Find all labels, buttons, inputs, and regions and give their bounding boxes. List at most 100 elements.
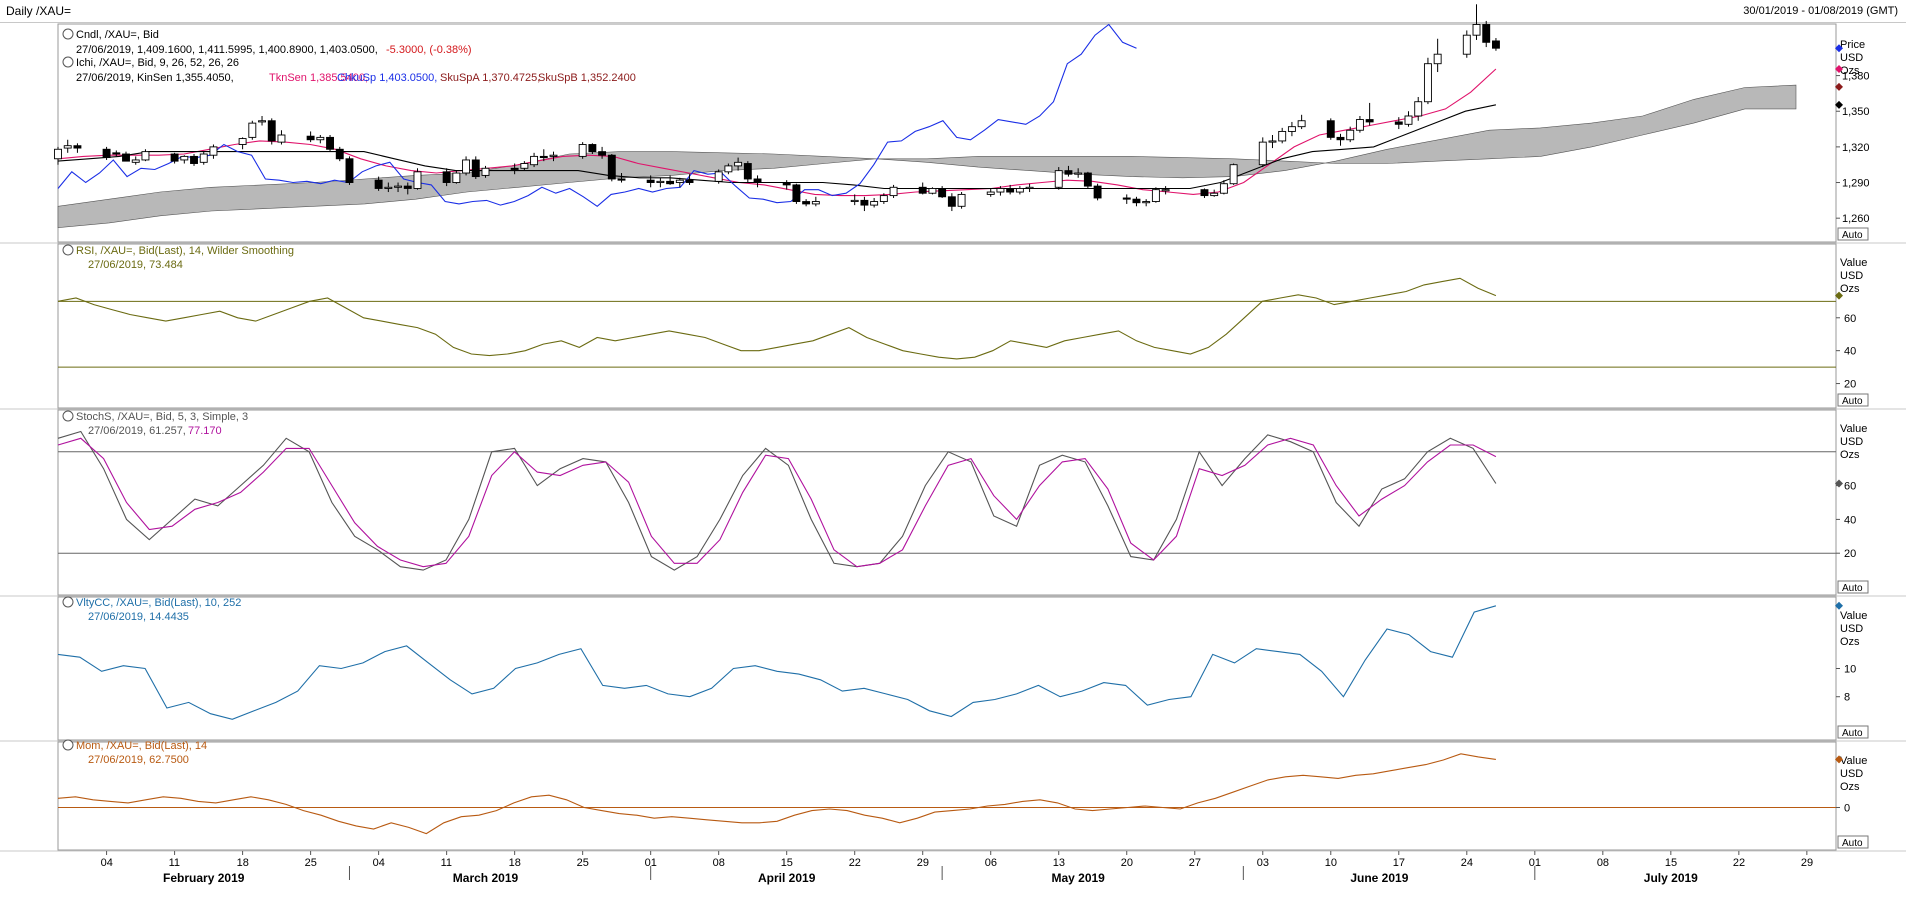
day-tick-label: 04: [373, 857, 385, 869]
title-bar: Daily /XAU= 30/01/2019 - 01/08/2019 (GMT…: [0, 0, 1906, 23]
auto-scale-label: Auto: [1842, 838, 1863, 849]
day-tick-label: 29: [1801, 857, 1813, 869]
candle-body: [889, 186, 898, 197]
value-tick-label: 0: [1844, 803, 1850, 815]
candle-body: [1200, 189, 1209, 197]
panel-frames: [0, 23, 1906, 852]
legend-cndl-title: Cndl, /XAU=, Bid: [76, 29, 159, 41]
value-axis-header: Value: [1840, 257, 1867, 269]
candle-body: [384, 186, 393, 189]
candle-body: [957, 193, 966, 207]
candle-body: [1074, 172, 1083, 175]
panel-frame: [57, 741, 1837, 851]
candle-body: [724, 165, 733, 173]
legend-toggle-icon[interactable]: [62, 739, 74, 751]
candle-body: [928, 188, 937, 194]
value-axis-header: Value: [1840, 755, 1867, 767]
day-tick-label: 08: [713, 857, 725, 869]
auto-scale-button: [1837, 835, 1869, 849]
day-tick-label: 25: [577, 857, 589, 869]
auto-scale-label: Auto: [1842, 396, 1863, 407]
mom-line: [57, 753, 1496, 835]
price-tick-label: 1,380: [1842, 71, 1870, 83]
candle-body: [1015, 188, 1024, 193]
candle-body: [1229, 164, 1238, 185]
candle-body: [1394, 121, 1403, 125]
price-tick-label: 1,350: [1842, 106, 1870, 118]
day-tick-label: 17: [1393, 857, 1405, 869]
auto-scale-label: Auto: [1842, 583, 1863, 594]
candle-body: [743, 163, 752, 180]
tenkan-marker: [1835, 65, 1843, 74]
candle-body: [802, 201, 811, 205]
day-tick-label: 18: [237, 857, 249, 869]
candle-body: [403, 185, 412, 189]
candlesticks: [54, 4, 1500, 212]
candle-body: [63, 145, 72, 149]
candle-body: [734, 161, 743, 167]
candle-body: [1404, 115, 1413, 125]
candle-body: [1355, 119, 1364, 131]
stoch-legend-d: 77.170: [188, 425, 222, 437]
legend-toggle-icon[interactable]: [62, 244, 74, 256]
day-tick-label: 27: [1189, 857, 1201, 869]
candle-body: [199, 153, 208, 163]
price-axis-header: Ozs: [1840, 65, 1860, 77]
candle-body: [1414, 101, 1423, 117]
candle-body: [1346, 129, 1355, 141]
value-tick-label: 8: [1844, 692, 1850, 704]
candle-body: [394, 185, 403, 188]
value-axis-header: USD: [1840, 270, 1863, 282]
candle-body: [1287, 126, 1296, 132]
candle-body: [1336, 136, 1345, 141]
legend-ichi-spana: SkuSpA 1,370.4725,: [440, 72, 540, 84]
legend-toggle-icon[interactable]: [62, 596, 74, 608]
legend-cndl-date: 27/06/2019,: [76, 44, 134, 56]
mom-legend-value: 27/06/2019, 62.7500: [88, 754, 189, 766]
candle-body: [986, 191, 995, 195]
value-tick-label: 40: [1844, 514, 1856, 526]
legend-cndl-change: -5.3000, (-0.38%): [386, 44, 472, 56]
price-tick-label: 1,290: [1842, 178, 1870, 190]
candle-body: [1210, 192, 1219, 197]
rsi-legend-value: 27/06/2019, 73.484: [88, 259, 183, 271]
day-tick-label: 24: [1461, 857, 1473, 869]
candle-body: [1423, 63, 1432, 103]
legend-toggle-icon[interactable]: [62, 410, 74, 422]
legend-toggle-icon[interactable]: [62, 56, 74, 68]
candle-body: [646, 179, 655, 183]
candle-body: [452, 172, 461, 183]
candle-body: [345, 158, 354, 183]
date-range[interactable]: 30/01/2019 - 01/08/2019 (GMT): [1743, 5, 1898, 17]
candle-body: [1268, 140, 1277, 143]
candle-body: [248, 122, 257, 138]
candle-body: [666, 180, 675, 185]
candle-body: [102, 148, 111, 159]
day-tick-label: 22: [849, 857, 861, 869]
candle-body: [1151, 189, 1160, 202]
candle-body: [131, 159, 140, 163]
chart-title: Daily /XAU=: [6, 4, 72, 18]
month-label: June 2019: [1350, 871, 1408, 885]
price-axis-header: USD: [1840, 52, 1863, 64]
rsi-last-marker: [1835, 291, 1843, 300]
value-axis-header: USD: [1840, 436, 1863, 448]
day-tick-label: 01: [1529, 857, 1541, 869]
rsi-line: [57, 277, 1497, 360]
candle-body: [141, 151, 150, 161]
legend-toggle-icon[interactable]: [62, 28, 74, 40]
%D-line: [57, 437, 1497, 568]
kijun-marker: [1835, 100, 1843, 109]
candle-body: [870, 201, 879, 206]
auto-scale-button: [1837, 725, 1869, 739]
candle-body: [238, 138, 247, 145]
candle-body: [442, 171, 451, 183]
